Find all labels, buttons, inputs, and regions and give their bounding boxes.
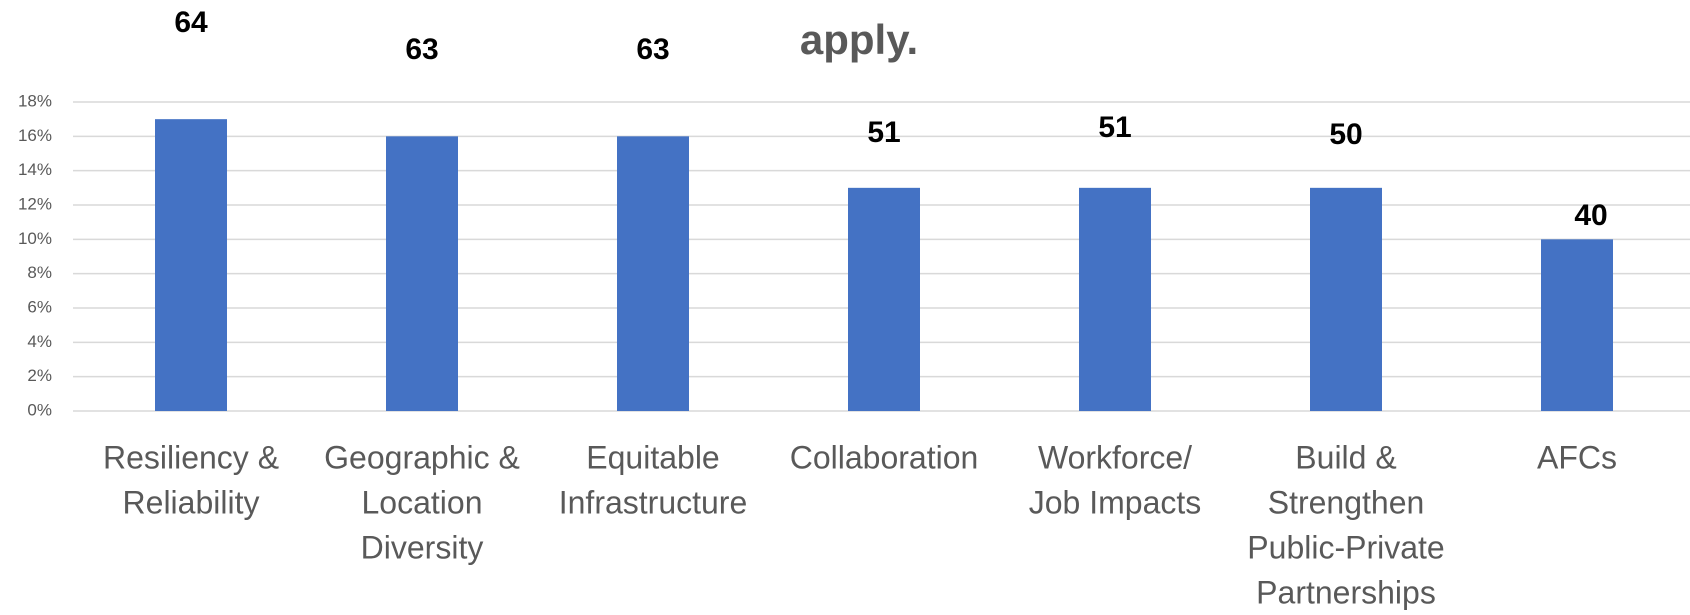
bar xyxy=(848,187,920,411)
x-tick-label: Geographic & xyxy=(324,439,520,475)
count-label: 63 xyxy=(405,33,438,66)
y-tick-label: 10% xyxy=(18,229,52,248)
bar xyxy=(617,136,689,412)
count-label: 51 xyxy=(1098,111,1131,144)
y-tick-label: 12% xyxy=(18,194,52,213)
x-tick-label: Workforce/ xyxy=(1038,439,1192,475)
count-label: 50 xyxy=(1329,118,1362,151)
bar xyxy=(1079,187,1151,411)
bar xyxy=(155,119,227,412)
count-label: 40 xyxy=(1574,199,1607,232)
count-label: 51 xyxy=(867,116,900,149)
bar xyxy=(1310,187,1382,411)
x-tick-label: Collaboration xyxy=(790,439,979,475)
y-tick-label: 4% xyxy=(27,332,52,351)
x-tick-label: Equitable xyxy=(586,439,719,475)
count-label: 64 xyxy=(174,6,208,39)
x-tick-label: AFCs xyxy=(1537,439,1617,475)
y-tick-label: 0% xyxy=(27,400,52,419)
x-tick-label: Infrastructure xyxy=(559,484,748,520)
y-tick-label: 18% xyxy=(18,91,52,110)
bar xyxy=(1541,239,1613,411)
y-tick-label: 14% xyxy=(18,160,52,179)
x-tick-label: Resiliency & xyxy=(103,439,279,475)
y-tick-label: 8% xyxy=(27,263,52,282)
x-tick-label: Partnerships xyxy=(1256,574,1436,610)
y-tick-label: 6% xyxy=(27,297,52,316)
x-tick-label: Public-Private xyxy=(1247,529,1444,565)
bar xyxy=(386,136,458,412)
chart-title: apply. xyxy=(800,16,918,63)
x-tick-label: Job Impacts xyxy=(1029,484,1202,520)
count-label: 63 xyxy=(636,33,669,66)
x-tick-label: Diversity xyxy=(361,529,484,565)
y-tick-label: 16% xyxy=(18,126,52,145)
y-tick-label: 2% xyxy=(27,366,52,385)
x-tick-label: Strengthen xyxy=(1268,484,1425,520)
x-tick-label: Build & xyxy=(1295,439,1396,475)
x-tick-label: Reliability xyxy=(123,484,260,520)
x-tick-label: Location xyxy=(362,484,483,520)
